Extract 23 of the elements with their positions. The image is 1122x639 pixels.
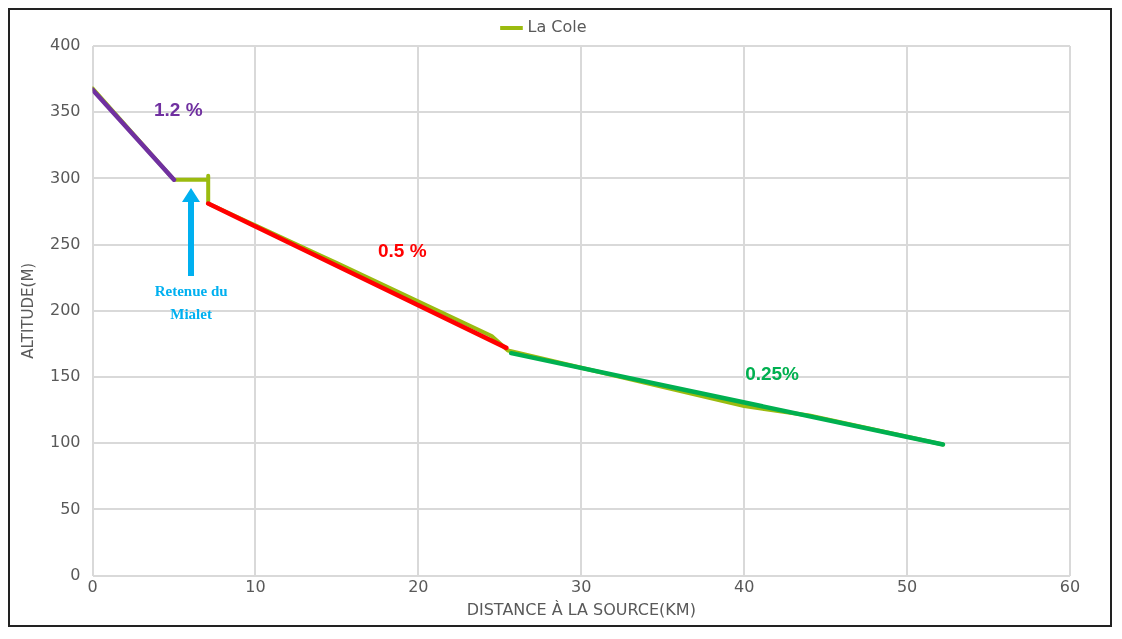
annotation: 1.2 %: [153, 98, 203, 120]
x-tick-label: 50: [896, 577, 918, 597]
y-tick-label: 0: [70, 564, 81, 584]
y-tick-label: 350: [49, 101, 81, 121]
y-tick-label: 100: [49, 432, 81, 452]
y-tick-label: 300: [49, 167, 81, 187]
x-tick-label: 20: [408, 577, 429, 597]
annotation: 0.5 %: [377, 239, 427, 261]
y-tick-label: 200: [49, 299, 81, 319]
annotation: 0.25%: [745, 363, 800, 385]
y-tick-label: 50: [60, 498, 81, 518]
x-tick-label: 30: [571, 577, 592, 597]
x-tick-label: 60: [1059, 577, 1081, 597]
legend-label: La Cole: [527, 17, 587, 37]
y-tick-label: 400: [49, 35, 81, 55]
x-tick-label: 0: [87, 577, 98, 597]
annotation: Retenue du Mialet: [154, 282, 228, 322]
y-tick-label: 250: [49, 233, 81, 253]
x-tick-label: 10: [245, 577, 266, 597]
y-tick-label: 150: [49, 366, 81, 386]
y-axis-title: ALTITUDE(M): [18, 262, 37, 359]
x-axis-title: DISTANCE À LA SOURCE(KM): [466, 599, 696, 619]
x-tick-label: 40: [734, 577, 755, 597]
